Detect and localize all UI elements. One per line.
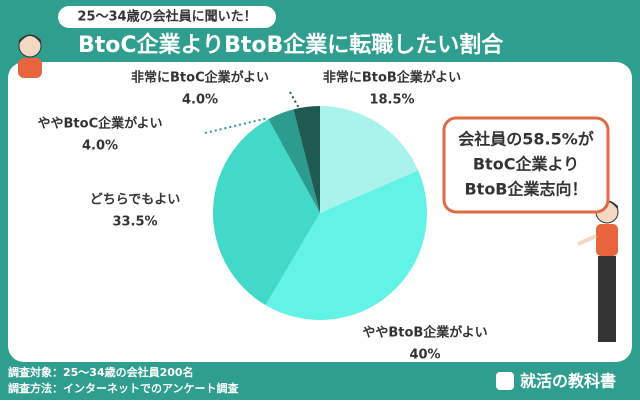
slice-label: どちらでもよい <box>90 193 181 208</box>
callout-box <box>442 116 610 214</box>
pie-slice <box>265 170 427 320</box>
chart-title: BtoC企業よりBtoB企業に転職したい割合 <box>78 32 504 58</box>
callout-line: 会社員の58.5%が <box>458 130 594 149</box>
value-label: 4.0% <box>82 139 118 154</box>
slice-label: 非常にBtoC企業がよい <box>131 70 269 86</box>
pie-slice <box>268 109 320 213</box>
person-left <box>18 34 42 78</box>
pie-slice <box>293 106 320 213</box>
logo: 就活の教科書 <box>520 372 616 391</box>
callout-line: BtoB企業志向！ <box>464 180 587 199</box>
value-label: 18.5% <box>369 93 414 108</box>
pie-slice <box>212 119 320 306</box>
value-label: 4.0% <box>182 93 218 108</box>
pie: 非常にBtoB企業がよい 18.5% ややBtoB企業がよい 40% どちらでもよい 33… <box>38 70 488 363</box>
callout: 会社員の58.5%が BtoC企業より BtoB企業志向！ <box>458 130 594 199</box>
footer-line: 調査方法：インターネットでのアンケート調査 <box>8 381 239 395</box>
leader-line <box>204 117 269 134</box>
slice-label: ややBtoB企業がよい <box>362 325 487 341</box>
value-label: 33.5% <box>112 215 157 230</box>
slice-label: ややBtoC企業がよい <box>38 116 163 132</box>
callout-line: BtoC企業より <box>473 155 579 174</box>
subtitle-bubble <box>58 6 276 28</box>
value-label: 40% <box>409 348 440 363</box>
footer-line: 調査対象：25〜34歳の会社員200名 <box>8 365 194 379</box>
subtitle: 25〜34歳の会社員に聞いた！ <box>77 9 256 25</box>
leader-line <box>289 91 301 111</box>
logo-icon <box>496 372 514 390</box>
slice-label: 非常にBtoB企業がよい <box>323 70 461 86</box>
pie-slice <box>320 106 419 213</box>
